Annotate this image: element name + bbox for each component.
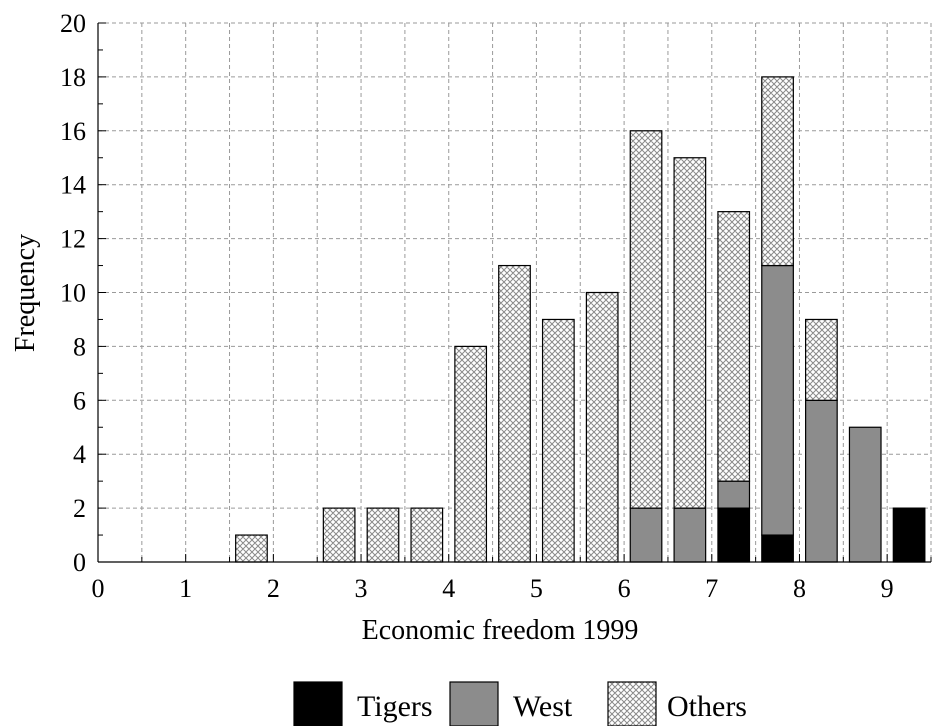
bar-segment-tigers xyxy=(717,507,751,563)
x-tick-label: 2 xyxy=(267,574,280,603)
bar-segment-others xyxy=(322,507,356,563)
bar-segment-others xyxy=(629,130,663,509)
y-axis-title: Frequency xyxy=(10,234,41,352)
legend-swatch-west xyxy=(449,681,499,726)
y-tick-label: 14 xyxy=(60,171,86,200)
x-tick-label: 5 xyxy=(530,574,543,603)
y-tick-label: 4 xyxy=(73,440,86,469)
bar-segment-others xyxy=(673,157,707,509)
y-tick-label: 2 xyxy=(73,494,86,523)
bar-segment-others xyxy=(805,318,838,401)
legend-swatch-tigers xyxy=(293,681,343,726)
y-tick-label: 20 xyxy=(60,9,86,38)
y-tick-label: 0 xyxy=(73,548,86,577)
bar-segment-others xyxy=(366,507,400,563)
bar-segment-west xyxy=(629,507,663,563)
x-tick-label: 8 xyxy=(793,574,806,603)
y-tick-label: 8 xyxy=(73,332,86,361)
y-tick-label: 16 xyxy=(60,117,86,146)
y-tick-label: 6 xyxy=(73,386,86,415)
bar-segment-others xyxy=(717,211,751,482)
bar-segment-west xyxy=(717,480,751,509)
bar-segment-others xyxy=(541,318,575,563)
bars xyxy=(235,76,926,563)
legend-label-tigers: Tigers xyxy=(357,690,433,723)
legend: Tigers West Others xyxy=(293,681,747,726)
bar-segment-tigers xyxy=(892,507,926,563)
x-tick-label: 9 xyxy=(881,574,894,603)
bar-segment-west xyxy=(673,507,707,563)
axes xyxy=(97,22,932,563)
legend-swatch-others xyxy=(607,681,657,726)
legend-label-west: West xyxy=(513,690,573,723)
bar-segment-west xyxy=(805,399,838,563)
x-tick-label: 0 xyxy=(92,574,105,603)
bar-segment-others xyxy=(585,291,619,563)
bar-segment-others xyxy=(235,534,268,563)
y-tick-label: 12 xyxy=(60,225,86,254)
x-tick-label: 1 xyxy=(179,574,192,603)
y-tick-label: 10 xyxy=(60,279,86,308)
x-tick-label: 3 xyxy=(355,574,368,603)
x-tick-label: 7 xyxy=(705,574,718,603)
x-tick-label: 4 xyxy=(442,574,455,603)
bar-segment-others xyxy=(454,345,488,563)
bar-segment-others xyxy=(498,264,531,563)
x-axis-title: Economic freedom 1999 xyxy=(362,615,639,646)
bar-segment-tigers xyxy=(761,534,794,563)
bar-segment-west xyxy=(761,264,794,536)
bar-segment-west xyxy=(848,426,882,563)
x-tick-label: 6 xyxy=(618,574,631,603)
bar-segment-others xyxy=(761,76,794,267)
legend-label-others: Others xyxy=(667,690,747,723)
y-tick-label: 18 xyxy=(60,63,86,92)
bar-segment-others xyxy=(410,507,444,563)
